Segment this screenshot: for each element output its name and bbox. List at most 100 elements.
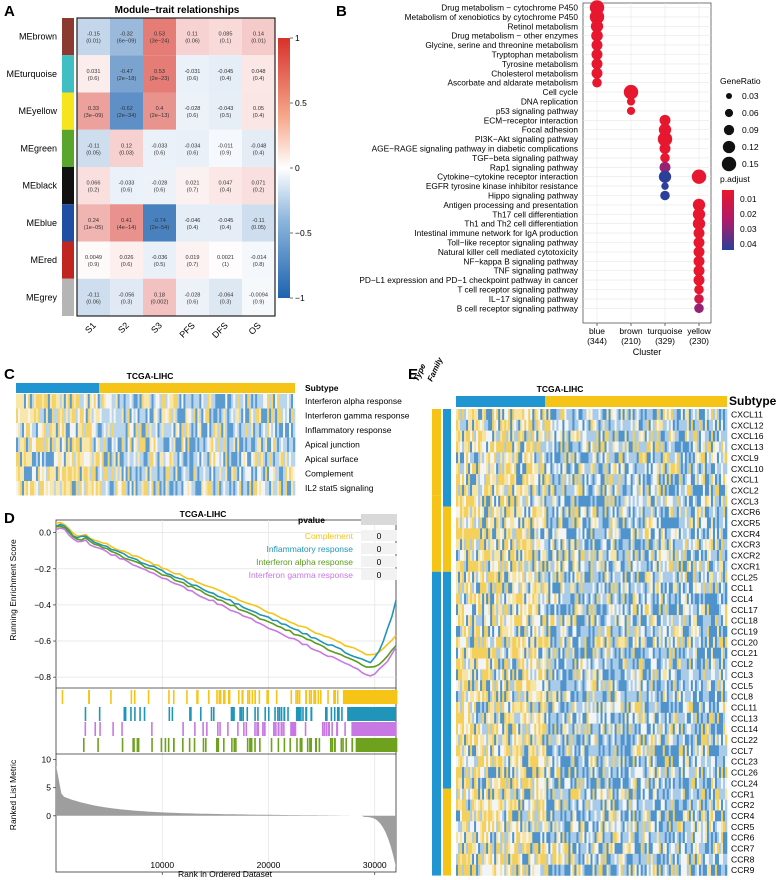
hit-tick [274, 707, 276, 721]
heatmap-cell [554, 474, 557, 486]
heatmap-cell [646, 419, 650, 431]
heatmap-cell [660, 419, 664, 431]
heatmap-cell [478, 452, 481, 464]
heatmap-cell [716, 484, 720, 496]
heatmap-cell [574, 626, 577, 638]
hit-tick [227, 722, 229, 736]
heatmap-cell [568, 484, 571, 496]
heatmap-cell [654, 604, 658, 616]
heatmap-cell [263, 437, 266, 452]
heatmap-cell [466, 484, 469, 496]
heatmap-cell [614, 474, 617, 486]
heatmap-cell [482, 636, 485, 648]
heatmap-cell [71, 481, 75, 496]
heatmap-cell [73, 481, 77, 496]
heatmap-cell [512, 517, 515, 529]
hallmark-label: Interferon gamma response [305, 411, 410, 421]
heatmap-cell [456, 560, 459, 572]
heatmap-cell [676, 550, 680, 562]
heatmap-cell [107, 394, 110, 409]
heatmap-cell [484, 484, 487, 496]
heatmap-cell [472, 495, 475, 507]
heatmap-cell [552, 430, 555, 442]
heatmap-cell [470, 539, 473, 551]
heatmap-cell [570, 517, 573, 529]
heatmap-cell [484, 582, 487, 594]
heatmap-cell [550, 669, 553, 681]
heatmap-cell [656, 452, 660, 464]
heatmap-cell [676, 647, 680, 659]
module-label: MEblue [26, 218, 57, 228]
heatmap-cell [574, 539, 577, 551]
heatmap-cell [103, 452, 106, 467]
heatmap-cell [560, 430, 563, 442]
heatmap-cell [658, 539, 662, 551]
heatmap-cell [690, 517, 694, 529]
heatmap-cell [670, 506, 674, 518]
heatmap-cell [468, 647, 471, 659]
heatmap-cell [556, 604, 559, 616]
heatmap-cell [141, 437, 144, 452]
heatmap-cell [518, 441, 521, 453]
module-color-bar [62, 18, 74, 56]
heatmap-cell [694, 658, 698, 670]
heatmap-cell [556, 409, 559, 421]
heatmap-cell [257, 408, 260, 423]
heatmap-cell [494, 495, 497, 507]
heatmap-cell [176, 241, 209, 279]
heatmap-cell [666, 560, 670, 572]
heatmap-cell [141, 481, 144, 496]
heatmap-cell [638, 463, 641, 475]
heatmap-cell [662, 647, 666, 659]
heatmap-cell [604, 571, 607, 583]
heatmap-cell [27, 466, 31, 481]
heatmap-cell [540, 550, 543, 562]
heatmap-cell [664, 626, 668, 638]
heatmap-cell [694, 615, 698, 627]
heatmap-cell [636, 582, 639, 594]
heatmap-cell [33, 394, 37, 409]
heatmap-cell [77, 394, 81, 409]
heatmap-cell [608, 517, 611, 529]
heatmap-cell [638, 409, 641, 421]
heatmap-cell [516, 495, 519, 507]
heatmap-cell [634, 658, 637, 670]
heatmap-cell [698, 474, 702, 486]
heatmap-cell [233, 437, 236, 452]
heatmap-cell [480, 571, 483, 583]
heatmap-cell [666, 626, 670, 638]
heatmap-cell [720, 571, 724, 583]
heatmap-cell [568, 615, 571, 627]
heatmap-cell [622, 604, 625, 616]
heatmap-cell [482, 484, 485, 496]
heatmap-cell [624, 550, 627, 562]
heatmap-cell [714, 615, 718, 627]
generatio-legend-dot [722, 140, 736, 154]
heatmap-cell [77, 437, 81, 452]
heatmap-cell [273, 452, 276, 467]
correlation-value: 0.026 [120, 255, 134, 261]
heatmap-cell [247, 423, 250, 438]
heatmap-cell [536, 647, 539, 659]
heatmap-cell [53, 452, 57, 467]
heatmap-cell [620, 626, 623, 638]
heatmap-cell [666, 517, 670, 529]
heatmap-cell [536, 560, 539, 572]
heatmap-cell [151, 394, 154, 409]
heatmap-cell [662, 560, 666, 572]
heatmap-cell [564, 615, 567, 627]
hit-tick [336, 707, 339, 721]
heatmap-cell [598, 636, 601, 648]
heatmap-cell [43, 437, 47, 452]
heatmap-cell [502, 615, 505, 627]
hit-tick [231, 738, 233, 752]
heatmap-cell [696, 539, 700, 551]
heatmap-cell [578, 452, 581, 464]
heatmap-cell [478, 582, 481, 594]
hit-tick [277, 707, 279, 721]
heatmap-cell [632, 452, 635, 464]
heatmap-cell [662, 506, 666, 518]
heatmap-cell [470, 528, 473, 540]
heatmap-cell [480, 560, 483, 572]
heatmap-cell [560, 419, 563, 431]
